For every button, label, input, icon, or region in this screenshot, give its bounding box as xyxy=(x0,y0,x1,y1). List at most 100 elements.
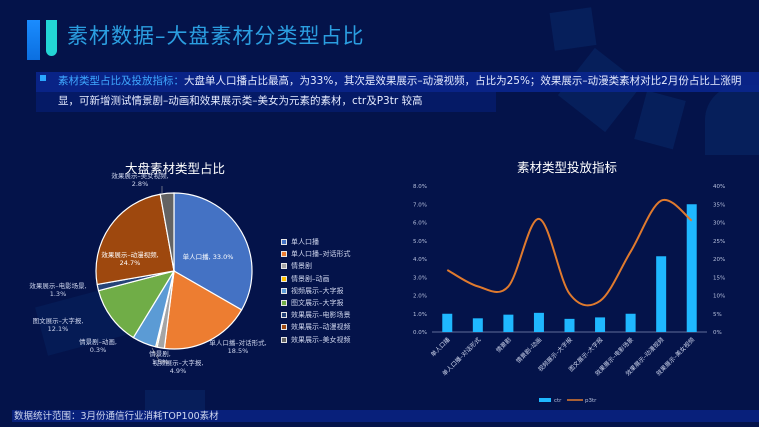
left-axis-tick: 3.0% xyxy=(413,275,427,281)
summary-band xyxy=(36,72,759,92)
ctr-bar xyxy=(533,312,544,332)
right-axis-tick: 10% xyxy=(713,294,725,300)
svg-text:视频展示–大字报,: 视频展示–大字报, xyxy=(153,358,204,367)
page-title: 素材数据–大盘素材分类型占比 xyxy=(67,24,365,48)
pie-legend-item[interactable]: 单人口播 xyxy=(281,236,351,248)
pie-legend-item[interactable]: 情景剧–动画 xyxy=(281,273,351,285)
ctr-bar xyxy=(625,313,636,332)
pie-slice xyxy=(163,270,243,350)
svg-text:4.9%: 4.9% xyxy=(170,367,187,375)
left-axis-tick: 7.0% xyxy=(413,202,427,208)
data-range-note: 数据统计范围：3月份通信行业消耗TOP100素材 xyxy=(14,411,219,422)
p3tr-legend-label: p3tr xyxy=(585,398,597,404)
right-axis-tick: 30% xyxy=(713,221,725,227)
pie-data-label: 效果展示–动漫视频,24.7% xyxy=(101,250,158,267)
left-axis-tick: 1.0% xyxy=(413,312,427,318)
x-axis-category-label: 情景剧 xyxy=(494,336,512,354)
legend-label: 效果展示–动漫视频 xyxy=(291,323,351,332)
pie-data-label: 单人口播–对话形式,18.5% xyxy=(209,338,266,355)
pie-slice xyxy=(159,192,175,272)
left-axis-tick: 4.0% xyxy=(413,257,427,263)
ctr-bar xyxy=(472,318,483,332)
svg-text:情景剧–动画,: 情景剧–动画, xyxy=(79,337,117,346)
pie-data-label: 单人口播, 33.0% xyxy=(183,252,234,261)
legend-swatch-icon xyxy=(281,239,287,246)
pie-slice xyxy=(173,192,253,311)
legend-swatch-icon xyxy=(281,336,287,343)
svg-text:效果展示–电影场景,: 效果展示–电影场景, xyxy=(29,281,86,290)
summary-body: 大盘单人口播占比最高，为33%，其次是效果展示–动漫视频，占比为25%；效果展示… xyxy=(58,75,742,107)
legend-swatch-icon xyxy=(281,312,287,319)
legend-label: 情景剧 xyxy=(291,262,312,271)
ctr-bar xyxy=(564,318,575,332)
ctr-bar xyxy=(503,314,514,332)
legend-swatch-icon xyxy=(281,251,287,258)
ctr-bar xyxy=(656,256,667,332)
pie-legend-item[interactable]: 情景剧 xyxy=(281,260,351,272)
svg-text:效果展示–美女视频,: 效果展示–美女视频, xyxy=(111,171,168,180)
pie-legend-item[interactable]: 图文展示–大字报 xyxy=(281,297,351,309)
pie-legend-item[interactable]: 视频展示–大字报 xyxy=(281,285,351,297)
ctr-legend-swatch-icon xyxy=(539,398,551,402)
right-axis-tick: 35% xyxy=(713,202,725,208)
pie-slice xyxy=(97,270,176,339)
svg-text:0.3%: 0.3% xyxy=(90,346,107,354)
bg-decor-1 xyxy=(549,7,597,51)
pie-legend-item[interactable]: 效果展示–动漫视频 xyxy=(281,321,351,333)
svg-text:单人口播, 33.0%: 单人口播, 33.0% xyxy=(183,252,234,261)
svg-text:2.8%: 2.8% xyxy=(132,180,149,188)
legend-label: 单人口播 xyxy=(291,238,319,247)
combo-chart: 0.0% 1.0% 2.0% 3.0% 4.0% 5.0% 6.0% 7.0% 8.0% 0% 5%… xyxy=(413,184,725,404)
ctr-legend-label: ctr xyxy=(554,398,562,404)
leader-line xyxy=(151,347,168,363)
legend-swatch-icon xyxy=(281,275,287,282)
right-axis-tick: 0% xyxy=(713,330,722,336)
ctr-bar xyxy=(686,204,697,332)
svg-text:效果展示–动漫视频,: 效果展示–动漫视频, xyxy=(101,250,158,259)
left-axis-tick: 6.0% xyxy=(413,221,427,227)
bullet-icon xyxy=(40,75,46,81)
right-axis-tick: 15% xyxy=(713,275,725,281)
pie-legend-item[interactable]: 效果展示–电影场景 xyxy=(281,309,351,321)
pie-slice xyxy=(95,193,175,286)
summary-highlight: 素材类型占比及投放指标： xyxy=(58,75,184,87)
combo-chart-title: 素材类型投放指标 xyxy=(517,160,618,175)
pie-data-label: 视频展示–大字报,4.9% xyxy=(153,358,204,375)
legend-label: 视频展示–大字报 xyxy=(291,286,344,295)
legend-label: 图文展示–大字报 xyxy=(291,299,344,308)
pie-legend-item[interactable]: 效果展示–美女视频 xyxy=(281,334,351,346)
x-axis-category-label: 单人口播 xyxy=(429,336,452,359)
pie-legend-item[interactable]: 单人口播–对话形式 xyxy=(281,248,351,260)
svg-text:单人口播–对话形式,: 单人口播–对话形式, xyxy=(209,338,266,347)
pie-chart-title: 大盘素材类型占比 xyxy=(125,161,226,176)
x-axis-category-label: 情景剧–动画 xyxy=(514,336,543,365)
right-axis-tick: 40% xyxy=(713,184,725,190)
pie-data-label: 效果展示–电影场景,1.3% xyxy=(29,281,86,298)
left-axis-tick: 8.0% xyxy=(413,184,427,190)
ctr-bar xyxy=(595,317,606,332)
pie-data-label: 图文展示–大字报,12.1% xyxy=(33,316,84,333)
left-axis-tick: 5.0% xyxy=(413,239,427,245)
legend-label: 情景剧–动画 xyxy=(291,274,330,283)
summary-text: 素材类型占比及投放指标：大盘单人口播占比最高，为33%，其次是效果展示–动漫视频… xyxy=(58,71,748,111)
pie-data-label: 效果展示–美女视频,2.8% xyxy=(111,171,168,188)
right-axis-tick: 5% xyxy=(713,312,722,318)
legend-swatch-icon xyxy=(281,287,287,294)
pie-data-label: 情景剧–动画,0.3% xyxy=(79,337,117,354)
legend-label: 效果展示–美女视频 xyxy=(291,335,351,344)
legend-swatch-icon xyxy=(281,263,287,270)
legend-label: 效果展示–电影场景 xyxy=(291,311,351,320)
bg-decor-6 xyxy=(145,390,205,410)
right-axis-tick: 20% xyxy=(713,257,725,263)
pie-legend: 单人口播单人口播–对话形式 情景剧情景剧–动画视频展示–大字报 图文展示–大字报 效果… xyxy=(281,236,351,346)
left-axis-tick: 0.0% xyxy=(413,330,427,336)
svg-text:24.7%: 24.7% xyxy=(120,259,141,267)
svg-text:12.1%: 12.1% xyxy=(48,325,69,333)
legend-label: 单人口播–对话形式 xyxy=(291,250,351,259)
svg-text:情景剧,: 情景剧, xyxy=(149,349,171,358)
legend-swatch-icon xyxy=(281,324,287,331)
bg-decor-4 xyxy=(705,85,759,155)
svg-text:1.3%: 1.3% xyxy=(50,290,67,298)
right-axis-tick: 25% xyxy=(713,239,725,245)
svg-text:图文展示–大字报,: 图文展示–大字报, xyxy=(33,316,84,325)
